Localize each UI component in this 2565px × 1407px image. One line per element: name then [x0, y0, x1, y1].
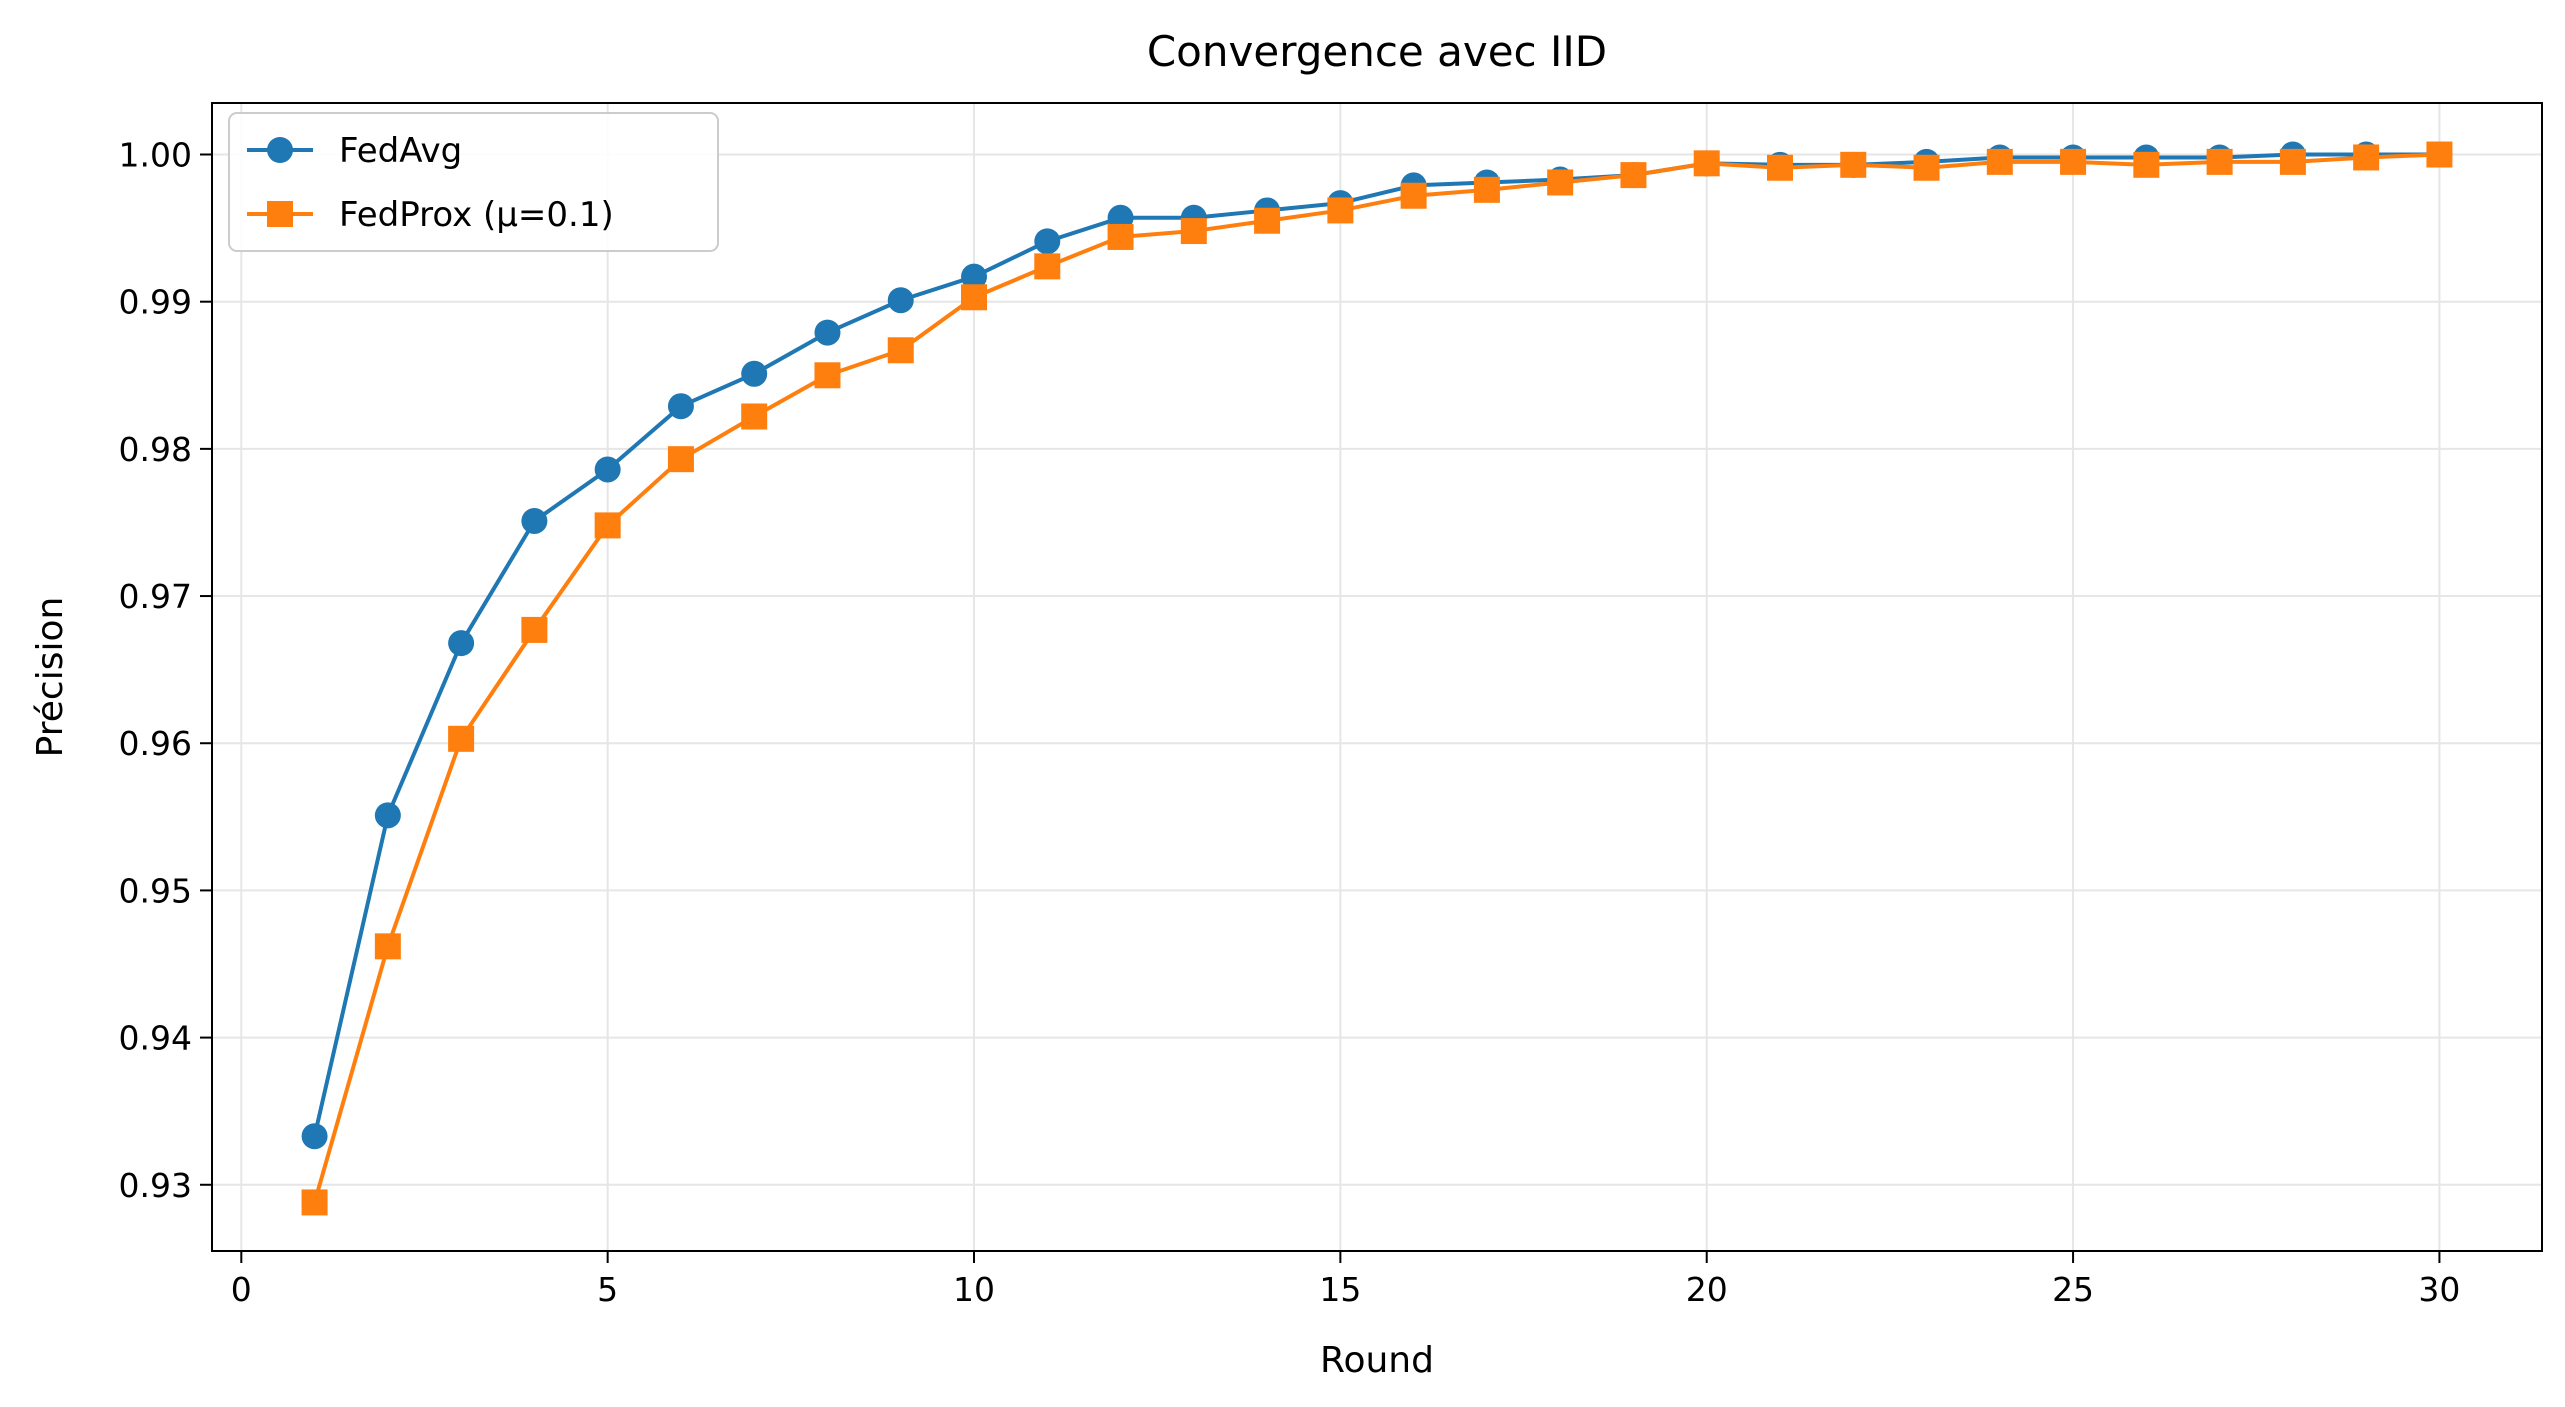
legend-box: [228, 112, 719, 252]
data-point: [448, 725, 475, 752]
legend-marker: [267, 201, 293, 227]
data-point: [667, 393, 694, 420]
data-point: [1766, 154, 1793, 181]
chart-title: Convergence avec IID: [1147, 27, 1607, 76]
y-tick-label: 0.99: [119, 283, 192, 322]
data-point: [1473, 176, 1500, 203]
x-axis-label: Round: [1320, 1340, 1434, 1381]
axis-ticks: 0 5 10 15 20 25 30 0.93 0.94 0.95 0.96 0.97 0.98 0.99…: [119, 136, 2461, 1309]
data-point: [887, 287, 914, 314]
data-point: [2279, 148, 2306, 175]
data-point: [594, 512, 621, 539]
data-point: [1547, 169, 1574, 196]
y-tick-label: 0.98: [119, 430, 192, 469]
x-tick-label: 15: [1319, 1270, 1361, 1309]
data-point: [887, 337, 914, 364]
y-tick-label: 0.94: [119, 1019, 192, 1058]
data-point: [1107, 223, 1134, 250]
grid: [212, 103, 2542, 1251]
data-point: [301, 1123, 328, 1150]
series-line: [312, 152, 2440, 1203]
plot-frame: [211, 102, 2543, 1252]
series-layer: [301, 141, 2453, 1216]
data-point: [1254, 207, 1281, 234]
data-point: [2060, 148, 2087, 175]
legend: FedAvg FedProx (μ=0.1): [228, 112, 719, 252]
x-tick-label: 25: [2052, 1270, 2094, 1309]
data-point: [2206, 148, 2233, 175]
series-2: [301, 141, 2453, 1216]
data-point: [1913, 154, 1940, 181]
data-point: [814, 362, 841, 389]
y-tick-label: 0.93: [119, 1166, 192, 1205]
data-point: [521, 616, 548, 643]
data-point: [2426, 141, 2453, 168]
y-tick-label: 0.97: [119, 577, 192, 616]
data-point: [374, 802, 401, 829]
data-point: [667, 446, 694, 473]
legend-label: FedProx (μ=0.1): [339, 195, 614, 235]
data-point: [1327, 197, 1354, 224]
data-point: [2133, 151, 2160, 178]
data-point: [1620, 162, 1647, 189]
data-point: [814, 319, 841, 346]
data-point: [1986, 148, 2013, 175]
data-point: [961, 263, 988, 290]
series-1: [301, 141, 2453, 1150]
data-point: [1840, 151, 1867, 178]
y-axis-label: Précision: [30, 597, 71, 758]
y-tick-label: 0.95: [119, 871, 192, 910]
data-point: [1693, 150, 1720, 177]
x-tick-label: 0: [231, 1270, 252, 1309]
data-point: [448, 630, 475, 657]
data-point: [1180, 218, 1207, 245]
data-point: [741, 360, 768, 387]
legend-label: FedAvg: [339, 131, 462, 171]
data-point: [594, 456, 621, 483]
legend-marker: [267, 137, 293, 163]
x-tick-label: 10: [953, 1270, 995, 1309]
y-tick-label: 1.00: [119, 136, 192, 175]
data-point: [741, 403, 768, 430]
data-point: [521, 507, 548, 534]
data-point: [1034, 228, 1061, 255]
data-point: [2353, 144, 2380, 171]
data-point: [374, 933, 401, 960]
legend-entry: FedAvg: [247, 131, 462, 171]
data-point: [1400, 182, 1427, 209]
y-tick-label: 0.96: [119, 724, 192, 763]
data-point: [961, 284, 988, 311]
x-tick-label: 30: [2418, 1270, 2460, 1309]
data-point: [301, 1189, 328, 1216]
data-point: [1034, 253, 1061, 280]
legend-entry: FedProx (μ=0.1): [247, 195, 614, 235]
x-tick-label: 20: [1686, 1270, 1728, 1309]
x-tick-label: 5: [597, 1270, 618, 1309]
